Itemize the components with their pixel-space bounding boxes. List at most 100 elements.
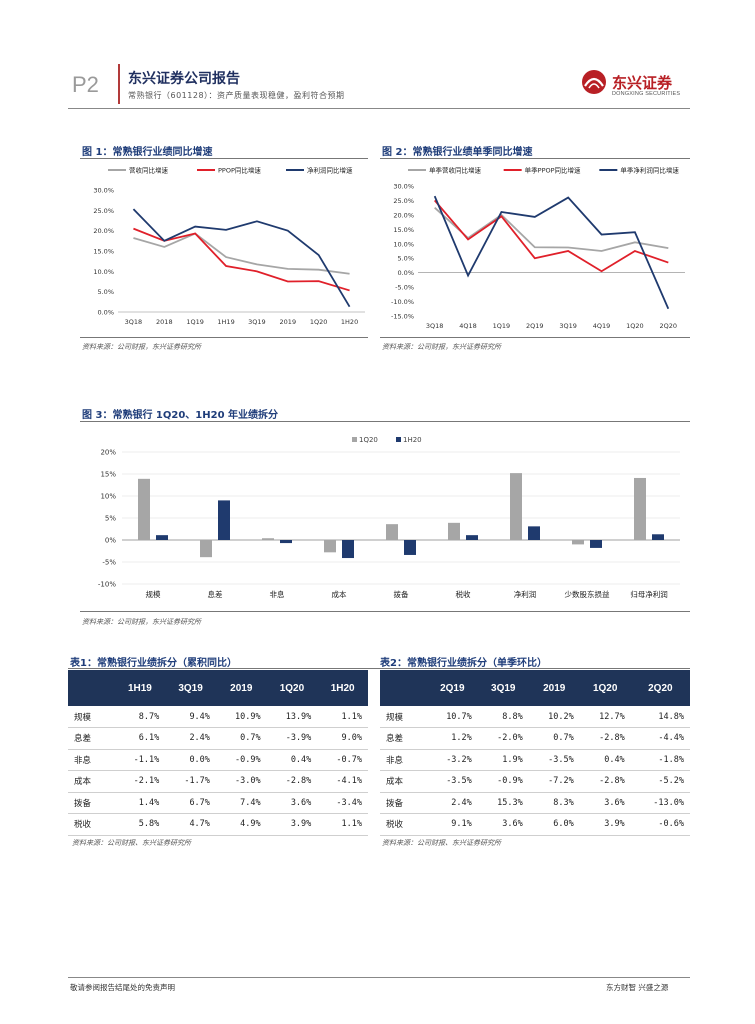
table2-row: 规模 10.7% 8.8% 10.2% 12.7% 14.8% <box>380 706 690 728</box>
fig2-series-0-line <box>434 207 669 252</box>
table2-column-header: 2Q19 <box>426 670 478 706</box>
table1-column-header: 2019 <box>215 670 267 706</box>
table2-cell: -13.0% <box>630 792 690 814</box>
table1-column-header: 3Q19 <box>165 670 216 706</box>
fig3-bar-0 <box>200 540 212 558</box>
table2-cell: 3.6% <box>477 813 529 836</box>
fig1-ytick: 25.0% <box>93 207 114 215</box>
fig3-bar-0 <box>324 540 336 553</box>
fig2-xtick: 2Q20 <box>660 322 678 330</box>
fig3-legend-label: 1H20 <box>403 436 422 444</box>
fig3-bar-0 <box>634 477 646 540</box>
table1-cell: 5.8% <box>114 813 166 836</box>
table1-row: 税收 5.8% 4.7% 4.9% 3.9% 1.1% <box>68 813 368 836</box>
fig1-xtick: 1Q19 <box>186 318 204 326</box>
page-number: P2 <box>72 72 99 97</box>
header-divider <box>118 64 120 104</box>
brand-logo-icon <box>582 70 606 94</box>
table2-row-label: 拨备 <box>380 792 427 814</box>
table1-cell: -3.0% <box>215 770 267 793</box>
fig3-bar-0 <box>262 538 274 540</box>
fig3-xtick: 非息 <box>270 589 285 599</box>
fig3-bar-1 <box>218 500 230 540</box>
fig2-legend-label: 单季PPOP同比增速 <box>525 166 581 175</box>
table2-column-header: 1Q20 <box>579 670 631 706</box>
table1-cell: 0.7% <box>215 727 267 750</box>
fig1-ytick: 15.0% <box>93 248 114 256</box>
fig2-ytick: -5.0% <box>395 284 414 292</box>
table2-cell: 15.3% <box>477 792 529 814</box>
table2-cell: -5.2% <box>630 770 690 793</box>
table2-cell: -4.4% <box>630 727 690 750</box>
fig3-bar-1 <box>404 540 416 555</box>
fig3-xtick: 拨备 <box>394 589 409 599</box>
table1-cell: 10.9% <box>215 706 267 728</box>
fig3-ytick: 0% <box>105 537 116 545</box>
fig1-ytick: 30.0% <box>93 187 114 195</box>
fig3-bottom-rule <box>80 611 690 612</box>
footer-slogan: 东方财智 兴盛之源 <box>606 983 669 992</box>
table2-cell: 3.9% <box>579 813 631 836</box>
fig2-xtick: 4Q19 <box>593 322 611 330</box>
table2-cell: -2.0% <box>477 727 529 750</box>
table2-row: 税收 9.1% 3.6% 6.0% 3.9% -0.6% <box>380 813 690 836</box>
fig1-xtick: 2019 <box>280 318 297 326</box>
table1-cell: 6.7% <box>165 792 216 814</box>
table1-cell: 4.9% <box>215 813 267 836</box>
fig1-legend-label: 净利润同比增速 <box>307 166 353 175</box>
fig1-xtick: 1H19 <box>217 318 234 326</box>
fig1-legend-label: PPOP同比增速 <box>218 166 261 175</box>
fig3-legend-label: 1Q20 <box>359 436 378 444</box>
table2-row: 息差 1.2% -2.0% 0.7% -2.8% -4.4% <box>380 727 690 750</box>
fig3-ytick: -5% <box>102 559 116 567</box>
table2-cell: -1.8% <box>630 749 690 771</box>
fig2-ytick: 10.0% <box>393 240 414 248</box>
table1-cell: -1.7% <box>165 770 216 793</box>
fig3-bar-0 <box>386 524 398 540</box>
table1-column-header: 1H20 <box>317 670 368 706</box>
fig2-series-1-line <box>434 199 669 273</box>
table1-row-label: 息差 <box>68 727 115 750</box>
fig2-ytick: -10.0% <box>391 298 414 306</box>
fig1-series-0-line <box>133 232 350 275</box>
table2-cell: 10.7% <box>426 706 478 728</box>
table1-cell: -0.7% <box>317 749 368 771</box>
table2-title: 表2：常熟银行业绩拆分（单季环比） <box>380 658 547 669</box>
table2-row-label: 非息 <box>380 749 427 771</box>
fig2-line-chart: -15.0% -10.0% -5.0% 0.0% 5.0% 10.0% 15.0% 20.0%… <box>391 166 685 330</box>
table2-cell: -7.2% <box>528 770 580 793</box>
table2-cell: 10.2% <box>528 706 580 728</box>
table2-cell: -0.6% <box>630 813 690 836</box>
table2-column-header: 2Q20 <box>630 670 690 706</box>
table1-cell: -2.8% <box>266 770 318 793</box>
fig1-xtick: 3Q19 <box>248 318 266 326</box>
table1-cell: 2.4% <box>165 727 216 750</box>
table1-cell: -3.4% <box>317 792 368 814</box>
fig1-bottom-rule <box>80 337 368 338</box>
fig3-legend-swatch <box>396 437 401 442</box>
fig2-ytick: -15.0% <box>391 313 414 321</box>
fig2-legend-label: 单季营收同比增速 <box>429 166 482 175</box>
table2-cell: -3.5% <box>426 770 478 793</box>
fig3-ytick: 5% <box>105 515 116 523</box>
fig3-source: 资料来源：公司财报，东兴证券研究所 <box>82 618 201 626</box>
table2-cell: -3.5% <box>528 749 580 771</box>
fig2-rule <box>380 158 690 159</box>
table2-cell: 1.9% <box>477 749 529 771</box>
table1-cell: -4.1% <box>317 770 368 793</box>
report-title: 东兴证券公司报告 <box>128 71 240 87</box>
table2-header-row: 2Q19 3Q19 2019 1Q20 2Q20 <box>380 670 690 706</box>
table2-cell: 12.7% <box>579 706 631 728</box>
fig3-rule <box>80 421 690 422</box>
table1-cell: 1.4% <box>114 792 166 814</box>
table1-column-header: 1H19 <box>114 670 166 706</box>
fig3-bar-0 <box>510 473 522 540</box>
fig3-xtick: 少数股东损益 <box>565 589 610 599</box>
table1-row: 拨备 1.4% 6.7% 7.4% 3.6% -3.4% <box>68 792 368 814</box>
table1-cell: -2.1% <box>114 770 166 793</box>
fig1-line-chart: 0.0% 5.0% 10.0% 15.0% 20.0% 25.0% 30.0% 3Q18 201… <box>93 166 365 326</box>
fig1-title: 图 1：常熟银行业绩同比增速 <box>82 147 213 158</box>
table1-cell: 6.1% <box>114 727 166 750</box>
table2: 2Q19 3Q19 2019 1Q20 2Q20 规模 10.7% 8.8% 10.2% 12.7… <box>380 670 690 836</box>
fig1-ytick: 0.0% <box>97 309 114 317</box>
